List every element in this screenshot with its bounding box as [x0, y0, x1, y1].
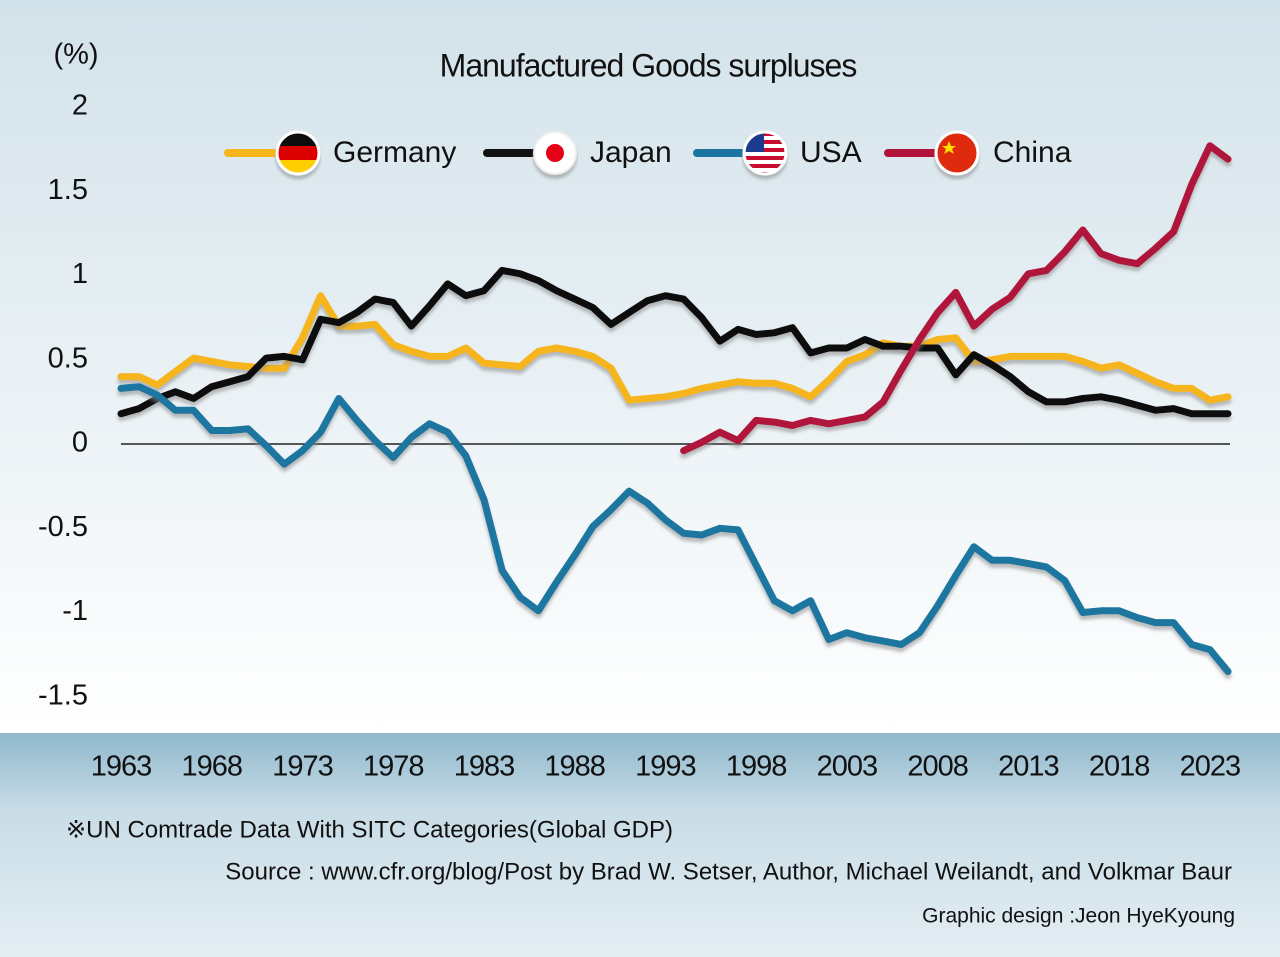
legend-label: Japan	[590, 136, 672, 169]
x-tick-label: 1993	[635, 751, 696, 783]
x-tick-label: 2008	[907, 751, 968, 783]
y-tick-label: 1	[72, 258, 88, 290]
y-tick-label: 0.5	[48, 342, 88, 374]
chart-title: Manufactured Goods surpluses	[440, 47, 857, 83]
x-tick-label: 1968	[181, 751, 242, 783]
series-line	[117, 292, 1232, 404]
y-tick-label: -1	[62, 595, 88, 627]
y-tick-label: 2	[72, 90, 88, 122]
series-line	[117, 383, 1232, 675]
axis-band	[0, 733, 1280, 957]
series-line	[680, 142, 1232, 455]
flag-japan	[533, 131, 577, 175]
source: Source : www.cfr.org/blog/Post by Brad W…	[225, 858, 1232, 885]
x-tick-label: 2023	[1180, 751, 1241, 783]
flag-usa	[742, 130, 788, 176]
y-tick-label: 0	[72, 427, 88, 459]
x-tick-label: 1978	[363, 751, 424, 783]
series-line	[117, 266, 1232, 418]
x-tick-label: 1973	[272, 751, 333, 783]
credit: Graphic design :Jeon HyeKyoung	[922, 905, 1235, 928]
background	[0, 0, 1280, 733]
y-tick-label: 1.5	[48, 174, 88, 206]
x-tick-label: 1963	[91, 751, 152, 783]
x-tick-label: 2018	[1089, 751, 1150, 783]
y-axis-label: (%)	[53, 39, 98, 71]
legend: Germany Japan USA China	[224, 130, 1072, 176]
x-tick-label: 1988	[544, 751, 605, 783]
x-tick-label: 2003	[817, 751, 878, 783]
x-tick-label: 1998	[726, 751, 787, 783]
y-tick-label: -1.5	[38, 679, 88, 711]
x-tick-label: 2013	[998, 751, 1059, 783]
flag-germany	[275, 130, 321, 176]
flag-china	[934, 130, 980, 176]
legend-label: Germany	[333, 136, 456, 169]
legend-label: USA	[800, 136, 862, 169]
x-tick-label: 1983	[454, 751, 515, 783]
legend-label: China	[993, 136, 1072, 169]
y-tick-label: -0.5	[38, 511, 88, 543]
footnote: ※UN Comtrade Data With SITC Categories(G…	[66, 816, 673, 843]
